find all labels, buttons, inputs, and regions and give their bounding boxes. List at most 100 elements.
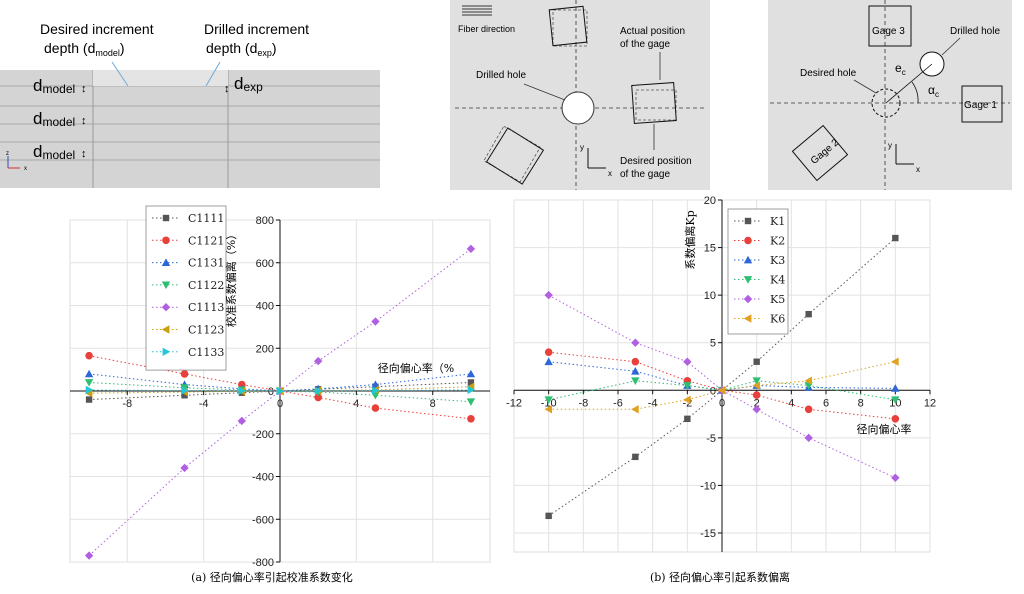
legend-box [145,205,227,371]
chart-b-y-axis-label: 系数偏离Kp [683,210,697,269]
desired-depth-label: depth (dmodel) [44,40,125,58]
data-point [544,290,553,300]
eccentricity-line [885,63,933,104]
data-point [544,357,553,366]
legend-item-C1133: C1133 [152,346,224,359]
data-point [372,386,380,395]
data-point [314,393,322,402]
x-tick-label: 0 [277,398,283,410]
data-point [804,433,813,443]
y-tick-label: -5 [706,433,716,445]
gage-1-label: Gage 1 [964,100,997,111]
svg-text:dmodel: dmodel [33,109,75,129]
legend-marker [161,325,170,334]
fiber-direction-icon [462,5,492,16]
svg-text:x: x [24,166,27,172]
y-tick-label: 600 [256,258,274,270]
legend-marker [161,281,171,290]
data-point [684,415,691,423]
actual-gage-top [548,5,588,47]
x-tick-label: -6 [613,397,623,409]
data-point [891,384,900,392]
y-tick-label: 20 [704,195,716,207]
legend-item-C1122: C1122 [152,279,224,292]
legend-marker [744,236,752,245]
data-point [371,317,380,326]
legend-item-K1: K1 [734,215,785,228]
chart-b-x-axis-label: 径向偏心率 [857,422,912,436]
series-C1133 [85,385,476,396]
data-point [313,356,323,366]
legend-marker [162,347,171,356]
data-point [466,398,476,406]
alpha-arc [911,81,919,104]
gage-panel-background [768,0,1012,190]
x-tick-label: -2 [682,397,692,409]
gage-schematic-panel: Gage 3 Gage 1 Gage 2 Drilled hole Desire… [768,0,1012,190]
d-model-label-3: dmodel ↕ [33,142,87,162]
data-point [85,385,94,395]
ec-label: ec [895,61,906,77]
chart-a-legend: C1111 C1121 C1131 C1122 C1113 C1123 C1133 [145,205,227,371]
x-tick-label: 8 [430,398,436,410]
svg-text:↕: ↕ [224,83,230,95]
x-tick-label: -4 [199,398,209,410]
data-point [314,386,323,395]
desired-gage-right [635,89,677,121]
chart-a-series [84,244,476,560]
x-tick-label: 8 [858,397,864,409]
chart-b-series [544,234,900,520]
data-point [631,357,640,366]
data-point [85,351,93,360]
legend-marker [162,214,170,222]
chart-b-caption: (b) 径向偏心率引起系数偏离 [650,570,790,584]
svg-text:y: y [580,143,584,152]
x-tick-label: -8 [122,398,132,410]
data-point [84,379,94,387]
data-point [631,405,639,414]
chart-a-x-axis-label: 径向偏心率（% [378,361,454,375]
legend-label: K5 [770,293,785,306]
data-point [891,415,900,423]
desired-increment-label: Desired increment [40,21,154,37]
actual-position-label-2: of the gage [620,39,670,50]
actual-gage-left [485,127,545,185]
y-tick-label: 5 [710,338,716,350]
data-point [752,405,761,414]
data-point [467,414,475,423]
data-point [891,473,900,482]
legend-marker [743,314,752,323]
drilled-increment-label: Drilled increment [204,21,309,37]
legend-item-K6: K6 [734,313,785,326]
gage-axis-icon: y x [888,141,920,174]
legend-marker [162,236,170,245]
gage-1-box [961,85,1003,123]
y-tick-label: 800 [256,215,274,227]
legend-label: K2 [770,235,785,248]
x-tick-label: -12 [506,397,522,409]
data-point [891,357,899,366]
gage-2-box [791,124,849,182]
legend-label: C1111 [188,212,224,225]
legend-item-C1123: C1123 [152,324,224,337]
specimen-block [0,70,380,188]
data-point [84,369,94,378]
y-tick-label: -400 [252,472,274,484]
data-point [467,385,476,395]
data-point [467,379,475,386]
data-point [753,358,760,365]
legend-item-C1111: C1111 [152,212,224,225]
legend-box [727,208,789,335]
data-point [752,381,761,390]
desired-position-label-1: Desired position [620,156,692,167]
legend-item-C1121: C1121 [152,234,224,247]
data-point [371,380,380,388]
data-point [805,310,812,318]
actual-position-label-1: Actual position [620,26,685,37]
data-point [752,377,761,385]
depth-schematic-panel: Desired increment depth (dmodel) Drilled… [0,21,380,188]
data-point [371,404,380,412]
depth-axis-icon: z x [6,151,27,172]
